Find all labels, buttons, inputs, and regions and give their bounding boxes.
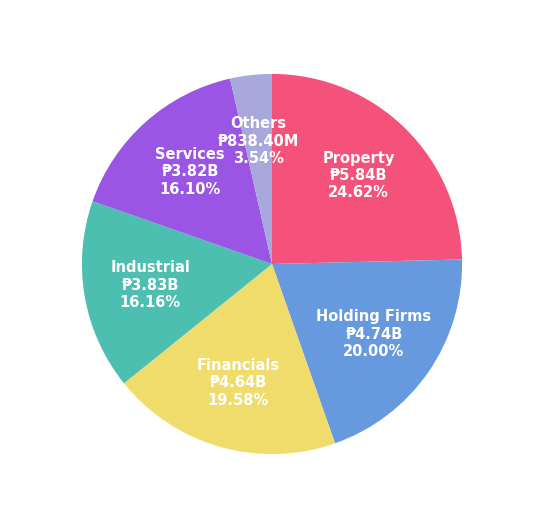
Text: Services
₱3.82B
16.10%: Services ₱3.82B 16.10% xyxy=(155,147,225,197)
Text: Holding Firms
₱4.74B
20.00%: Holding Firms ₱4.74B 20.00% xyxy=(316,309,431,359)
Wedge shape xyxy=(272,259,462,444)
Text: Property
₱5.84B
24.62%: Property ₱5.84B 24.62% xyxy=(322,150,394,201)
Wedge shape xyxy=(230,74,272,264)
Wedge shape xyxy=(272,74,462,264)
Text: Financials
₱4.64B
19.58%: Financials ₱4.64B 19.58% xyxy=(196,358,280,408)
Wedge shape xyxy=(124,264,335,454)
Text: Industrial
₱3.83B
16.16%: Industrial ₱3.83B 16.16% xyxy=(110,260,190,310)
Text: Others
₱838.40M
3.54%: Others ₱838.40M 3.54% xyxy=(218,116,299,166)
Wedge shape xyxy=(82,201,272,383)
Wedge shape xyxy=(92,79,272,264)
